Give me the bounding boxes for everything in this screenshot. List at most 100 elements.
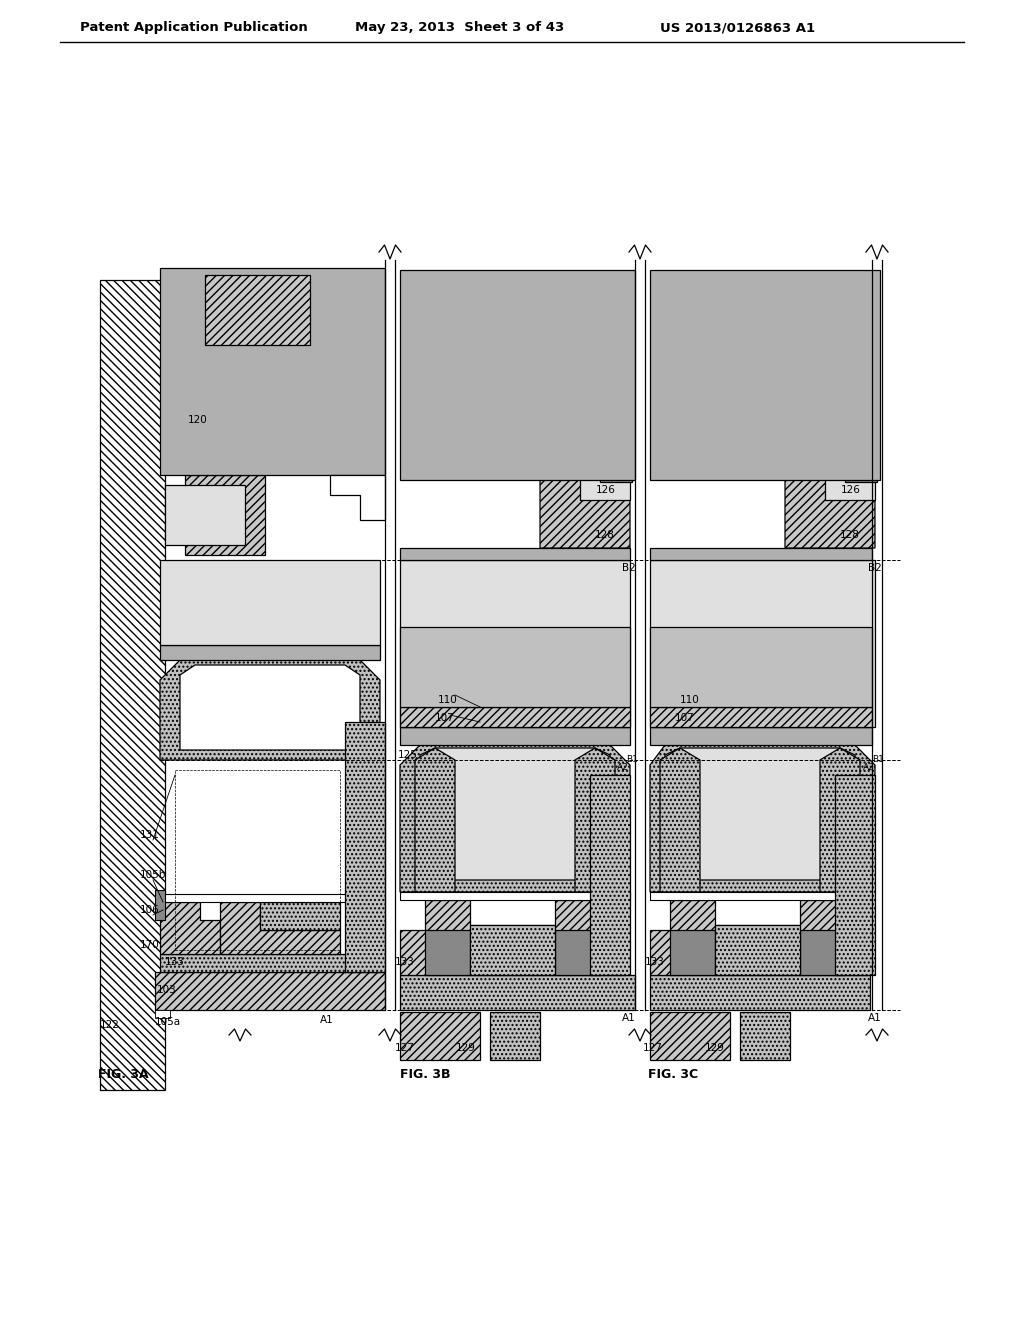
Text: A2: A2 bbox=[617, 763, 629, 772]
Text: FIG. 3B: FIG. 3B bbox=[400, 1068, 451, 1081]
Polygon shape bbox=[160, 902, 220, 954]
Bar bbox=[165, 484, 245, 545]
Polygon shape bbox=[415, 748, 455, 892]
Polygon shape bbox=[180, 665, 360, 750]
Bar bbox=[160, 954, 380, 972]
Text: 128: 128 bbox=[840, 531, 860, 540]
Text: US 2013/0126863 A1: US 2013/0126863 A1 bbox=[660, 21, 815, 34]
Bar bbox=[715, 925, 800, 975]
Bar bbox=[155, 1010, 170, 1018]
Text: 126: 126 bbox=[596, 484, 615, 495]
Bar bbox=[650, 727, 872, 744]
Text: 110: 110 bbox=[680, 696, 699, 705]
Polygon shape bbox=[160, 660, 380, 760]
Text: 133: 133 bbox=[645, 957, 665, 968]
Polygon shape bbox=[160, 268, 385, 475]
Bar bbox=[740, 1012, 790, 1060]
Polygon shape bbox=[400, 744, 630, 892]
Bar bbox=[845, 457, 877, 482]
Text: 106: 106 bbox=[140, 906, 160, 915]
Text: 128: 128 bbox=[595, 531, 614, 540]
Bar bbox=[650, 627, 872, 708]
Bar bbox=[835, 775, 874, 975]
Text: 170: 170 bbox=[140, 940, 160, 950]
Polygon shape bbox=[220, 902, 340, 954]
Bar bbox=[470, 925, 555, 975]
Text: 107: 107 bbox=[435, 713, 455, 723]
Bar bbox=[400, 727, 630, 744]
Text: B1: B1 bbox=[626, 755, 638, 763]
Bar bbox=[155, 890, 165, 920]
Text: 105b: 105b bbox=[140, 870, 166, 880]
Bar bbox=[600, 457, 632, 482]
Bar bbox=[425, 931, 470, 975]
Bar bbox=[400, 708, 630, 727]
Text: 110: 110 bbox=[438, 696, 458, 705]
Bar bbox=[590, 775, 630, 975]
Polygon shape bbox=[100, 280, 165, 1090]
Bar bbox=[650, 708, 872, 727]
Polygon shape bbox=[650, 560, 874, 727]
Bar bbox=[400, 1012, 480, 1060]
Text: 103: 103 bbox=[157, 985, 177, 995]
Text: 105a: 105a bbox=[155, 1016, 181, 1027]
Text: 126: 126 bbox=[841, 484, 861, 495]
Polygon shape bbox=[650, 744, 874, 892]
Text: A1: A1 bbox=[319, 1015, 334, 1026]
Bar bbox=[650, 1012, 730, 1060]
Polygon shape bbox=[575, 748, 615, 892]
Bar bbox=[400, 627, 630, 708]
Bar bbox=[400, 975, 635, 1010]
Bar bbox=[825, 459, 874, 500]
Text: Patent Application Publication: Patent Application Publication bbox=[80, 21, 308, 34]
Text: 129: 129 bbox=[705, 1043, 725, 1053]
Text: 127: 127 bbox=[643, 1043, 663, 1053]
Text: 133: 133 bbox=[165, 957, 185, 968]
Text: A2: A2 bbox=[863, 763, 874, 772]
Text: 131: 131 bbox=[140, 830, 160, 840]
Bar bbox=[670, 931, 715, 975]
Bar bbox=[650, 975, 870, 1010]
Text: FIG. 3A: FIG. 3A bbox=[98, 1068, 148, 1081]
Text: 107: 107 bbox=[675, 713, 694, 723]
Polygon shape bbox=[785, 480, 874, 548]
Text: 125: 125 bbox=[398, 750, 418, 760]
Bar bbox=[160, 645, 380, 660]
Polygon shape bbox=[400, 560, 630, 727]
Polygon shape bbox=[820, 748, 860, 892]
Bar bbox=[580, 459, 630, 500]
Text: May 23, 2013  Sheet 3 of 43: May 23, 2013 Sheet 3 of 43 bbox=[355, 21, 564, 34]
Text: B2: B2 bbox=[868, 564, 882, 573]
Bar bbox=[650, 548, 872, 560]
Bar bbox=[650, 892, 870, 900]
Bar bbox=[800, 931, 845, 975]
Bar bbox=[185, 475, 265, 554]
Text: 127: 127 bbox=[395, 1043, 415, 1053]
Text: A1: A1 bbox=[868, 1012, 882, 1023]
Text: 120: 120 bbox=[188, 414, 208, 425]
Bar bbox=[205, 275, 310, 345]
Polygon shape bbox=[540, 480, 630, 548]
Text: 133: 133 bbox=[395, 957, 415, 968]
Bar bbox=[400, 892, 630, 900]
Bar bbox=[160, 894, 375, 902]
Polygon shape bbox=[400, 900, 625, 975]
Bar bbox=[555, 931, 600, 975]
Polygon shape bbox=[660, 748, 700, 892]
Polygon shape bbox=[650, 271, 880, 480]
Text: FIG. 3C: FIG. 3C bbox=[648, 1068, 698, 1081]
Bar bbox=[400, 548, 630, 560]
Text: B1: B1 bbox=[872, 755, 884, 763]
Polygon shape bbox=[160, 560, 380, 645]
Text: B2: B2 bbox=[622, 564, 636, 573]
Polygon shape bbox=[665, 748, 855, 880]
Text: A1: A1 bbox=[622, 1012, 636, 1023]
Text: 122: 122 bbox=[100, 1020, 120, 1030]
Bar bbox=[490, 1012, 540, 1060]
Bar bbox=[155, 972, 385, 1010]
Polygon shape bbox=[650, 900, 868, 975]
Polygon shape bbox=[330, 475, 385, 520]
Polygon shape bbox=[260, 902, 340, 931]
Bar bbox=[345, 722, 385, 972]
Text: 129: 129 bbox=[456, 1043, 476, 1053]
